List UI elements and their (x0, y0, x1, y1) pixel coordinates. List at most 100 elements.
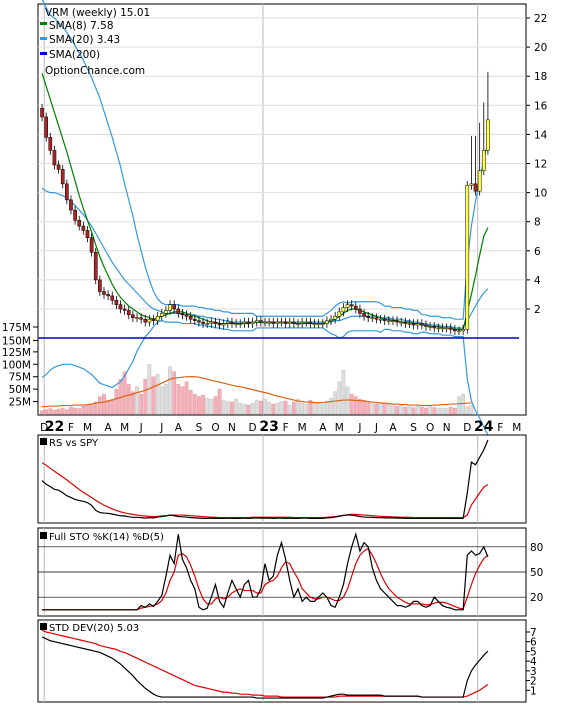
x-axis-label: 23 (259, 419, 278, 435)
volume-bar (378, 401, 383, 415)
x-axis-label: 24 (474, 419, 494, 435)
volume-bar (143, 379, 148, 415)
candle (135, 317, 139, 319)
candle (486, 119, 490, 151)
x-axis-label: J (139, 422, 143, 434)
price-tick-label: 4 (534, 275, 541, 287)
x-axis-label: F (497, 422, 503, 434)
volume-bar (292, 401, 296, 415)
candle (407, 323, 412, 325)
rs-panel: RS vs SPY (37, 434, 527, 524)
x-axis-label: N (443, 422, 451, 434)
volume-bar (44, 409, 49, 415)
volume-bar (399, 404, 404, 415)
candle (110, 295, 115, 301)
volume-bars (40, 364, 474, 415)
volume-tick-label: 50M (9, 384, 31, 396)
candle (403, 321, 408, 324)
volume-bar (234, 398, 238, 415)
candle (250, 321, 255, 324)
x-axis-label: M (298, 422, 307, 434)
volume-bar (271, 403, 276, 415)
candle (345, 304, 350, 308)
volume-bar (254, 399, 259, 415)
candle (461, 329, 465, 332)
rs-signal-line (41, 462, 489, 519)
volume-bar (436, 407, 441, 415)
volume-bar (407, 406, 412, 415)
volume-bar (333, 391, 338, 415)
candle (85, 230, 90, 238)
x-axis-label: A (319, 422, 327, 434)
candle (209, 321, 214, 324)
sto-title: Full STO %K(14) %D(5) (49, 532, 164, 543)
candle (246, 321, 251, 324)
x-axis-label: S (196, 422, 203, 434)
candle (353, 305, 358, 310)
bollinger-upper-band (41, 0, 489, 320)
candle (382, 318, 387, 321)
candle (242, 321, 247, 324)
volume-bar (246, 404, 251, 415)
candle (399, 321, 404, 324)
candle (126, 310, 131, 316)
candle (370, 317, 375, 319)
bollinger-lower-band (41, 320, 489, 436)
x-axis-label: J (159, 422, 163, 434)
volume-tick-label: 150M (2, 335, 31, 347)
std-title: STD DEV(20) 5.03 (49, 623, 139, 634)
volume-tick-label: 175M (2, 322, 31, 334)
x-axis-label: N (228, 422, 236, 434)
candle (73, 209, 77, 221)
volume-bar (201, 394, 205, 415)
candle (98, 279, 102, 292)
candle (131, 314, 135, 318)
volume-bar (176, 383, 181, 415)
volume-bar (213, 396, 218, 415)
price-axis-ticks: 2 4 6 8 10 12 14 16 18 20 22 (526, 13, 548, 316)
volume-bar (114, 388, 119, 415)
volume-bar (69, 406, 73, 415)
volume-bar (424, 407, 428, 415)
candle (300, 321, 304, 324)
volume-bar (205, 397, 210, 415)
rs-panel-frame (37, 434, 527, 524)
volume-tick-label: 100M (2, 359, 31, 371)
candle (267, 321, 271, 324)
volume-bar (267, 401, 271, 415)
candle (275, 321, 280, 324)
candle (465, 185, 470, 330)
x-axis-label: A (105, 422, 113, 434)
volume-bar (172, 371, 177, 415)
std-panel-frame (37, 619, 527, 703)
legend-swatch-sma20 (40, 37, 47, 40)
price-tick-label: 16 (534, 100, 548, 112)
std-tick-label: 6 (530, 637, 537, 649)
x-axis-label: J (374, 422, 378, 434)
candle (440, 327, 445, 330)
volume-bar (197, 396, 201, 415)
candle (201, 321, 205, 324)
candle (151, 318, 156, 321)
candle (411, 323, 416, 326)
candle (341, 307, 346, 313)
volume-bar (81, 405, 86, 415)
candle (65, 183, 69, 201)
candle (374, 317, 379, 320)
volume-bar (403, 406, 408, 415)
candle (329, 318, 333, 321)
candle (168, 304, 172, 311)
price-tick-label: 20 (534, 42, 547, 54)
volume-bar (131, 391, 135, 415)
candle (118, 304, 123, 310)
sto-tick-label: 20 (530, 592, 543, 604)
volume-bar (287, 404, 292, 415)
x-axis-label: O (211, 422, 219, 434)
candle (283, 321, 288, 324)
candle (366, 316, 371, 318)
volume-bar (159, 386, 164, 415)
x-axis-label: 22 (45, 419, 64, 435)
legend-sma8: SMA(8) 7.58 (49, 20, 114, 32)
